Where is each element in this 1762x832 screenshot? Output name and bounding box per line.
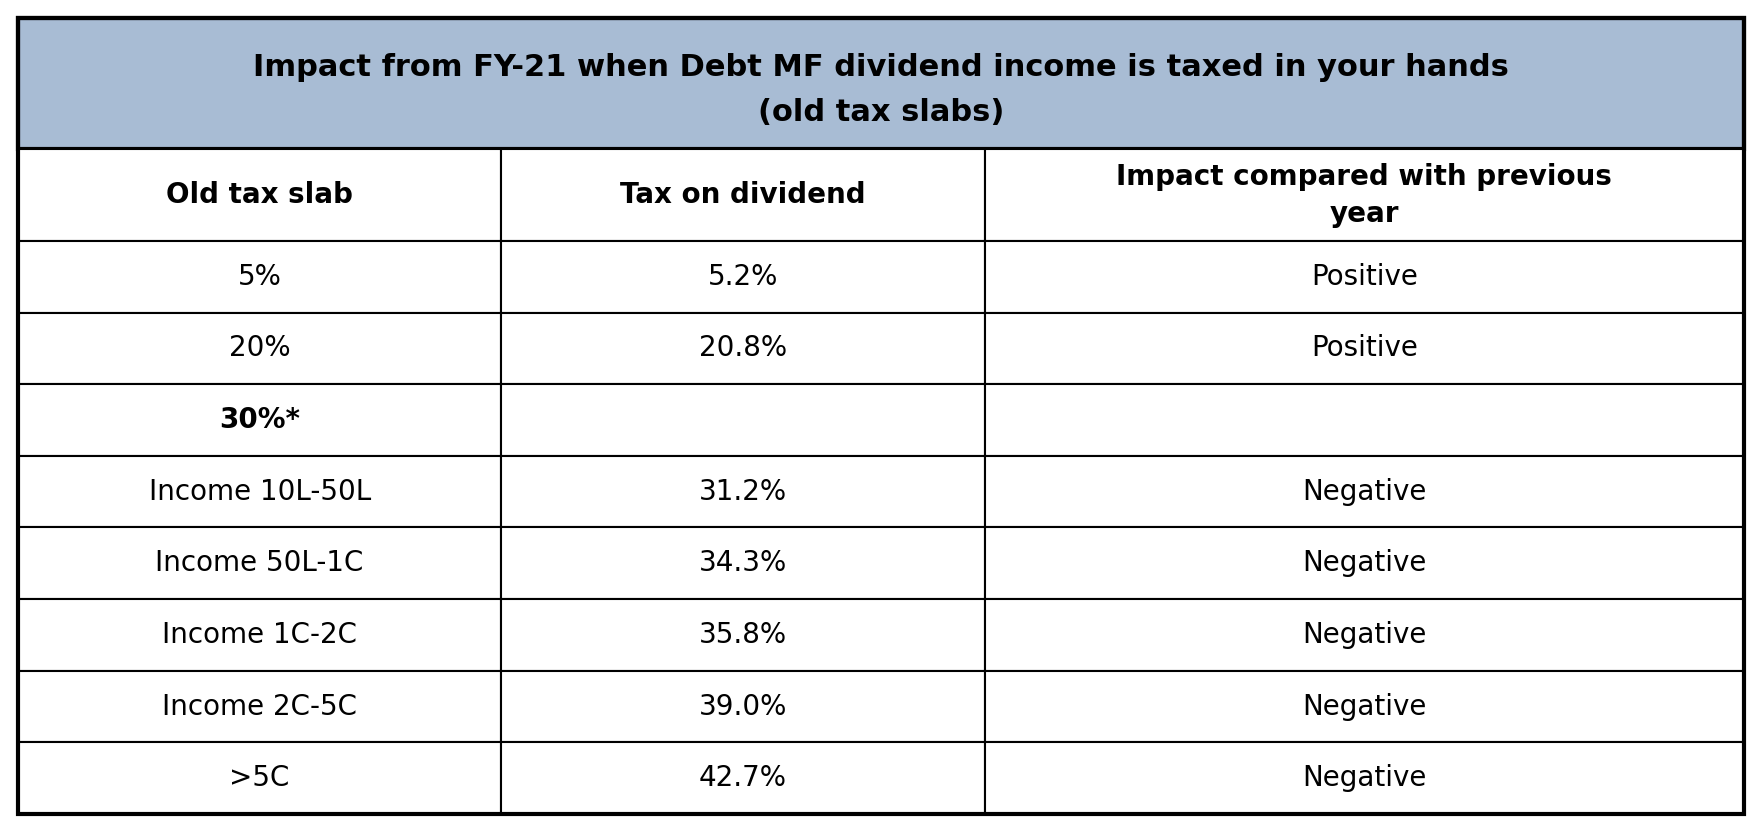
- Bar: [18, 671, 500, 742]
- Text: Old tax slab: Old tax slab: [166, 181, 352, 209]
- Text: 20%: 20%: [229, 334, 291, 363]
- Bar: [500, 384, 985, 456]
- Text: Income 50L-1C: Income 50L-1C: [155, 549, 363, 577]
- Bar: [985, 384, 1744, 456]
- Text: 39.0%: 39.0%: [700, 692, 788, 721]
- Text: Tax on dividend: Tax on dividend: [620, 181, 865, 209]
- Bar: [500, 313, 985, 384]
- Bar: [18, 149, 500, 241]
- Bar: [985, 456, 1744, 527]
- Bar: [18, 742, 500, 814]
- Bar: [500, 149, 985, 241]
- Text: 34.3%: 34.3%: [700, 549, 788, 577]
- Text: 20.8%: 20.8%: [700, 334, 788, 363]
- Text: Positive: Positive: [1311, 263, 1418, 290]
- Bar: [985, 671, 1744, 742]
- Text: 42.7%: 42.7%: [700, 764, 788, 792]
- Bar: [985, 527, 1744, 599]
- Bar: [18, 384, 500, 456]
- Bar: [500, 456, 985, 527]
- Text: 31.2%: 31.2%: [700, 478, 788, 506]
- Text: 30%*: 30%*: [218, 406, 300, 434]
- Bar: [985, 313, 1744, 384]
- Text: Positive: Positive: [1311, 334, 1418, 363]
- Text: Income 1C-2C: Income 1C-2C: [162, 621, 358, 649]
- Text: Negative: Negative: [1302, 549, 1427, 577]
- Bar: [985, 149, 1744, 241]
- Bar: [500, 671, 985, 742]
- Text: (old tax slabs): (old tax slabs): [758, 98, 1004, 127]
- Text: >5C: >5C: [229, 764, 289, 792]
- Bar: [18, 18, 1744, 149]
- Text: Negative: Negative: [1302, 621, 1427, 649]
- Text: Income 10L-50L: Income 10L-50L: [148, 478, 370, 506]
- Bar: [500, 527, 985, 599]
- Bar: [18, 456, 500, 527]
- Bar: [985, 241, 1744, 313]
- Bar: [985, 742, 1744, 814]
- Bar: [18, 313, 500, 384]
- Text: 5%: 5%: [238, 263, 282, 290]
- Text: 5.2%: 5.2%: [708, 263, 779, 290]
- Text: Negative: Negative: [1302, 764, 1427, 792]
- Text: Impact from FY-21 when Debt MF dividend income is taxed in your hands: Impact from FY-21 when Debt MF dividend …: [254, 53, 1508, 82]
- Bar: [18, 599, 500, 671]
- Text: Negative: Negative: [1302, 478, 1427, 506]
- Bar: [985, 599, 1744, 671]
- Text: Negative: Negative: [1302, 692, 1427, 721]
- Bar: [500, 241, 985, 313]
- Bar: [18, 527, 500, 599]
- Text: Income 2C-5C: Income 2C-5C: [162, 692, 358, 721]
- Text: 35.8%: 35.8%: [700, 621, 788, 649]
- Bar: [18, 241, 500, 313]
- Bar: [500, 742, 985, 814]
- Text: Impact compared with previous
year: Impact compared with previous year: [1117, 163, 1612, 227]
- Bar: [500, 599, 985, 671]
